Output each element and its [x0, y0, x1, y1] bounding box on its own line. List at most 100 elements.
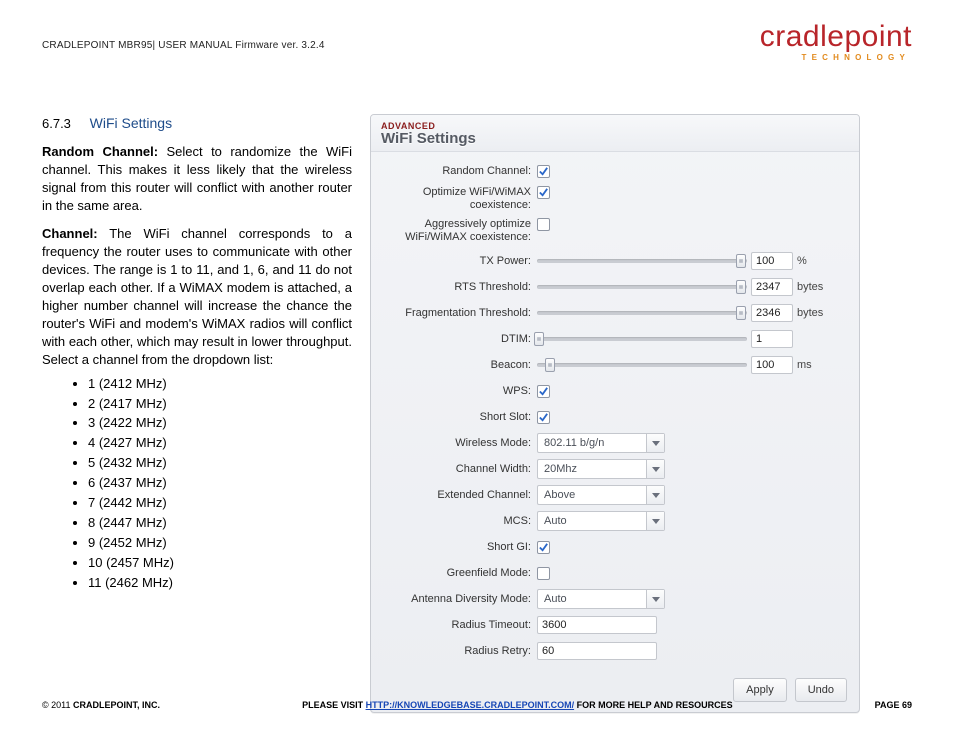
slider-track: [537, 337, 747, 341]
label-wps: WPS:: [383, 385, 537, 398]
select-channel-width[interactable]: 20Mhz: [537, 459, 665, 479]
field-frag[interactable]: [751, 304, 793, 322]
undo-button[interactable]: Undo: [795, 678, 847, 702]
brand-wordmark: cradlepoint: [760, 22, 912, 52]
label-wireless-mode: Wireless Mode:: [383, 437, 537, 450]
select-ant-div[interactable]: Auto: [537, 589, 665, 609]
chevron-down-icon: [646, 590, 664, 608]
channel-item: 3 (2422 MHz): [88, 414, 352, 432]
unit-rts: bytes: [797, 281, 823, 293]
slider-dtim[interactable]: [537, 332, 747, 346]
slider-frag[interactable]: [537, 306, 747, 320]
row-short-gi: Short GI:: [383, 536, 847, 558]
label-radius-retry: Radius Retry:: [383, 645, 537, 658]
label-greenfield: Greenfield Mode:: [383, 567, 537, 580]
checkbox-wps[interactable]: [537, 385, 550, 398]
select-mcs[interactable]: Auto: [537, 511, 665, 531]
label-rts: RTS Threshold:: [383, 281, 537, 294]
select-ext-channel[interactable]: Above: [537, 485, 665, 505]
chevron-down-icon: [646, 512, 664, 530]
footer-left: © 2011 CRADLEPOINT, INC.: [42, 700, 160, 710]
section-number: 6.7.3: [42, 115, 86, 133]
field-radius-timeout[interactable]: [537, 616, 657, 634]
slider-rts[interactable]: [537, 280, 747, 294]
row-frag: Fragmentation Threshold: bytes: [383, 302, 847, 324]
slider-thumb[interactable]: [545, 358, 555, 372]
panel-body: Random Channel: Optimize WiFi/WiMAX coex…: [371, 152, 859, 670]
chevron-down-icon: [646, 486, 664, 504]
row-tx-power: TX Power: %: [383, 250, 847, 272]
unit-beacon: ms: [797, 359, 812, 371]
label-radius-timeout: Radius Timeout:: [383, 619, 537, 632]
slider-thumb[interactable]: [736, 280, 746, 294]
checkbox-random-channel[interactable]: [537, 165, 550, 178]
label-short-gi: Short GI:: [383, 541, 537, 554]
select-value: Auto: [544, 593, 567, 605]
footer-mid-pre: PLEASE VISIT: [302, 700, 366, 710]
row-beacon: Beacon: ms: [383, 354, 847, 376]
footer-copyright-pre: © 2011: [42, 700, 73, 710]
channel-item: 5 (2432 MHz): [88, 454, 352, 472]
slider-thumb[interactable]: [534, 332, 544, 346]
page-header: CRADLEPOINT MBR95| USER MANUAL Firmware …: [42, 22, 912, 72]
row-ant-div: Antenna Diversity Mode: Auto: [383, 588, 847, 610]
label-ant-div: Antenna Diversity Mode:: [383, 593, 537, 606]
footer-link[interactable]: HTTP://KNOWLEDGEBASE.CRADLEPOINT.COM/: [366, 700, 575, 710]
footer-mid: PLEASE VISIT HTTP://KNOWLEDGEBASE.CRADLE…: [302, 700, 733, 710]
footer-copyright-name: CRADLEPOINT, INC.: [73, 700, 160, 710]
select-value: 20Mhz: [544, 463, 577, 475]
channel-item: 8 (2447 MHz): [88, 514, 352, 532]
field-beacon[interactable]: [751, 356, 793, 374]
label-optimize: Optimize WiFi/WiMAX coexistence:: [383, 186, 537, 211]
header-left-text: CRADLEPOINT MBR95| USER MANUAL Firmware …: [42, 22, 325, 51]
checkbox-short-gi[interactable]: [537, 541, 550, 554]
field-tx-power[interactable]: [751, 252, 793, 270]
field-dtim[interactable]: [751, 330, 793, 348]
slider-tx-power[interactable]: [537, 254, 747, 268]
channel-item: 4 (2427 MHz): [88, 434, 352, 452]
channel-item: 10 (2457 MHz): [88, 554, 352, 572]
panel-column: ADVANCED WiFi Settings Random Channel: O…: [370, 114, 912, 713]
slider-track: [537, 363, 747, 367]
para1-lead: Random Channel:: [42, 144, 158, 159]
slider-beacon[interactable]: [537, 358, 747, 372]
field-radius-retry[interactable]: [537, 642, 657, 660]
panel-title: WiFi Settings: [381, 130, 849, 147]
row-channel-width: Channel Width: 20Mhz: [383, 458, 847, 480]
channel-list: 1 (2412 MHz)2 (2417 MHz)3 (2422 MHz)4 (2…: [42, 375, 352, 592]
chevron-down-icon: [646, 460, 664, 478]
channel-item: 6 (2437 MHz): [88, 474, 352, 492]
slider-thumb[interactable]: [736, 254, 746, 268]
unit-tx-power: %: [797, 255, 807, 267]
label-frag: Fragmentation Threshold:: [383, 307, 537, 320]
channel-item: 1 (2412 MHz): [88, 375, 352, 393]
row-rts: RTS Threshold: bytes: [383, 276, 847, 298]
apply-button[interactable]: Apply: [733, 678, 787, 702]
row-radius-retry: Radius Retry:: [383, 640, 847, 662]
row-aggressive: Aggressively optimize WiFi/WiMAX coexist…: [383, 218, 847, 246]
checkbox-optimize[interactable]: [537, 186, 550, 199]
select-wireless-mode[interactable]: 802.11 b/g/n: [537, 433, 665, 453]
slider-track: [537, 285, 747, 289]
select-value: 802.11 b/g/n: [544, 437, 604, 449]
checkbox-aggressive[interactable]: [537, 218, 550, 231]
label-ext-channel: Extended Channel:: [383, 489, 537, 502]
field-rts[interactable]: [751, 278, 793, 296]
slider-thumb[interactable]: [736, 306, 746, 320]
label-short-slot: Short Slot:: [383, 411, 537, 424]
row-optimize: Optimize WiFi/WiMAX coexistence:: [383, 186, 847, 214]
checkbox-short-slot[interactable]: [537, 411, 550, 424]
label-tx-power: TX Power:: [383, 255, 537, 268]
checkbox-greenfield[interactable]: [537, 567, 550, 580]
paragraph-channel: Channel: The WiFi channel corresponds to…: [42, 225, 352, 369]
label-channel-width: Channel Width:: [383, 463, 537, 476]
para2-lead: Channel:: [42, 226, 98, 241]
label-beacon: Beacon:: [383, 359, 537, 372]
slider-track: [537, 311, 747, 315]
row-radius-timeout: Radius Timeout:: [383, 614, 847, 636]
brand-subtitle: TECHNOLOGY: [760, 54, 912, 62]
paragraph-random-channel: Random Channel: Select to randomize the …: [42, 143, 352, 215]
doc-column: 6.7.3 WiFi Settings Random Channel: Sele…: [42, 114, 352, 713]
row-mcs: MCS: Auto: [383, 510, 847, 532]
row-ext-channel: Extended Channel: Above: [383, 484, 847, 506]
